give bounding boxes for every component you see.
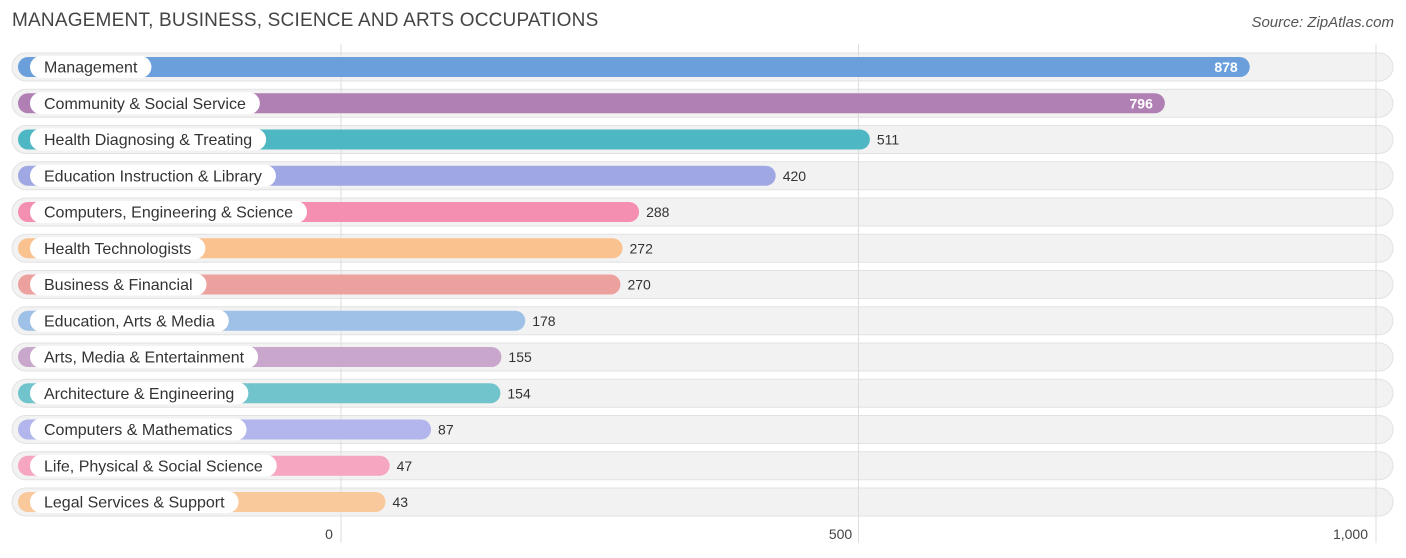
chart-title: MANAGEMENT, BUSINESS, SCIENCE AND ARTS O… [12,10,599,31]
category-label: Computers, Engineering & Science [44,205,293,222]
value-label: 511 [877,132,900,148]
category-label-pill [30,346,259,368]
value-label: 155 [508,349,532,365]
value-label: 43 [393,494,409,510]
x-tick-label: 1,000 [1333,526,1368,542]
category-label-pill [30,56,152,78]
value-label: 272 [630,240,654,256]
value-label: 796 [1130,95,1154,111]
value-label: 420 [783,168,807,184]
category-label-pill [30,164,276,187]
category-label: Legal Services & Support [44,495,225,512]
source-credit: Source: ZipAtlas.com [1251,14,1394,31]
category-label-pill [30,273,207,296]
category-label-pill [30,491,239,513]
category-label: Life, Physical & Social Science [44,458,263,475]
category-label-pill [30,201,308,223]
value-label: 87 [438,422,454,438]
category-label-pill [30,237,206,260]
category-label: Business & Financial [44,277,193,294]
category-label: Health Technologists [44,241,191,258]
category-label: Architecture & Engineering [44,386,234,403]
x-tick-label: 500 [829,526,853,542]
category-label: Education, Arts & Media [44,313,215,330]
value-label: 47 [397,458,413,474]
category-label-pill [30,128,267,151]
category-label-pill [30,382,249,405]
category-label: Arts, Media & Entertainment [44,350,245,367]
value-label: 288 [646,204,670,220]
value-label: 154 [507,385,531,401]
value-label: 178 [532,313,556,329]
x-tick-label: 0 [325,526,333,542]
category-label-pill [30,418,247,441]
category-label-pill [30,92,260,115]
category-label: Community & Social Service [44,96,246,113]
value-label: 878 [1214,59,1238,75]
category-label: Computers & Mathematics [44,422,233,439]
bar [18,93,1165,114]
value-label: 270 [627,277,651,293]
bar [18,57,1250,77]
category-label: Education Instruction & Library [44,168,262,185]
category-label: Management [44,60,138,77]
category-label-pill [30,454,277,477]
category-label: Health Diagnosing & Treating [44,132,252,149]
category-label-pill [30,309,229,332]
